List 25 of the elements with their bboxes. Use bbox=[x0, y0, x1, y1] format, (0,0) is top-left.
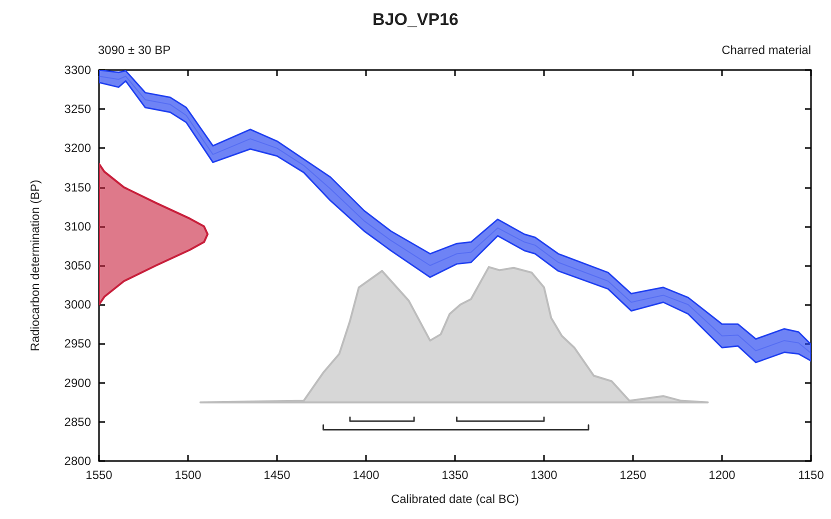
x-tick-label: 1300 bbox=[530, 468, 558, 482]
x-tick-label: 1350 bbox=[442, 468, 469, 482]
y-tick-label: 2850 bbox=[64, 414, 92, 429]
text: 3090 ± 30 BP bbox=[98, 43, 171, 57]
y-tick-label: 3250 bbox=[64, 102, 92, 116]
text: Charred material bbox=[722, 43, 812, 57]
y-tick-label: 3300 bbox=[64, 63, 92, 77]
chart-title: BJO_VP16 bbox=[372, 10, 458, 29]
y-tick-label: 2900 bbox=[64, 376, 92, 390]
x-tick-label: 1400 bbox=[352, 468, 380, 482]
x-axis-title: Calibrated date (cal BC) bbox=[390, 492, 520, 506]
y-tick-label: 2950 bbox=[64, 336, 92, 351]
y-tick-label: 3000 bbox=[64, 298, 92, 312]
x-tick-label: 1450 bbox=[264, 468, 291, 482]
y-tick-label: 3150 bbox=[64, 180, 92, 194]
y-tick-label: 2800 bbox=[64, 454, 92, 468]
x-tick-label: 1200 bbox=[708, 468, 736, 482]
y-tick-label: 3200 bbox=[64, 141, 92, 156]
x-tick-label: 1250 bbox=[620, 468, 647, 482]
x-tick-label: 1500 bbox=[174, 468, 202, 482]
y-tick-label: 3100 bbox=[64, 219, 92, 234]
x-tick-label: 1550 bbox=[86, 468, 113, 482]
x-tick-label: 1150 bbox=[798, 468, 824, 482]
y-axis-title: Radiocarbon determination (BP) bbox=[28, 180, 42, 352]
y-tick-label: 3050 bbox=[64, 258, 92, 272]
